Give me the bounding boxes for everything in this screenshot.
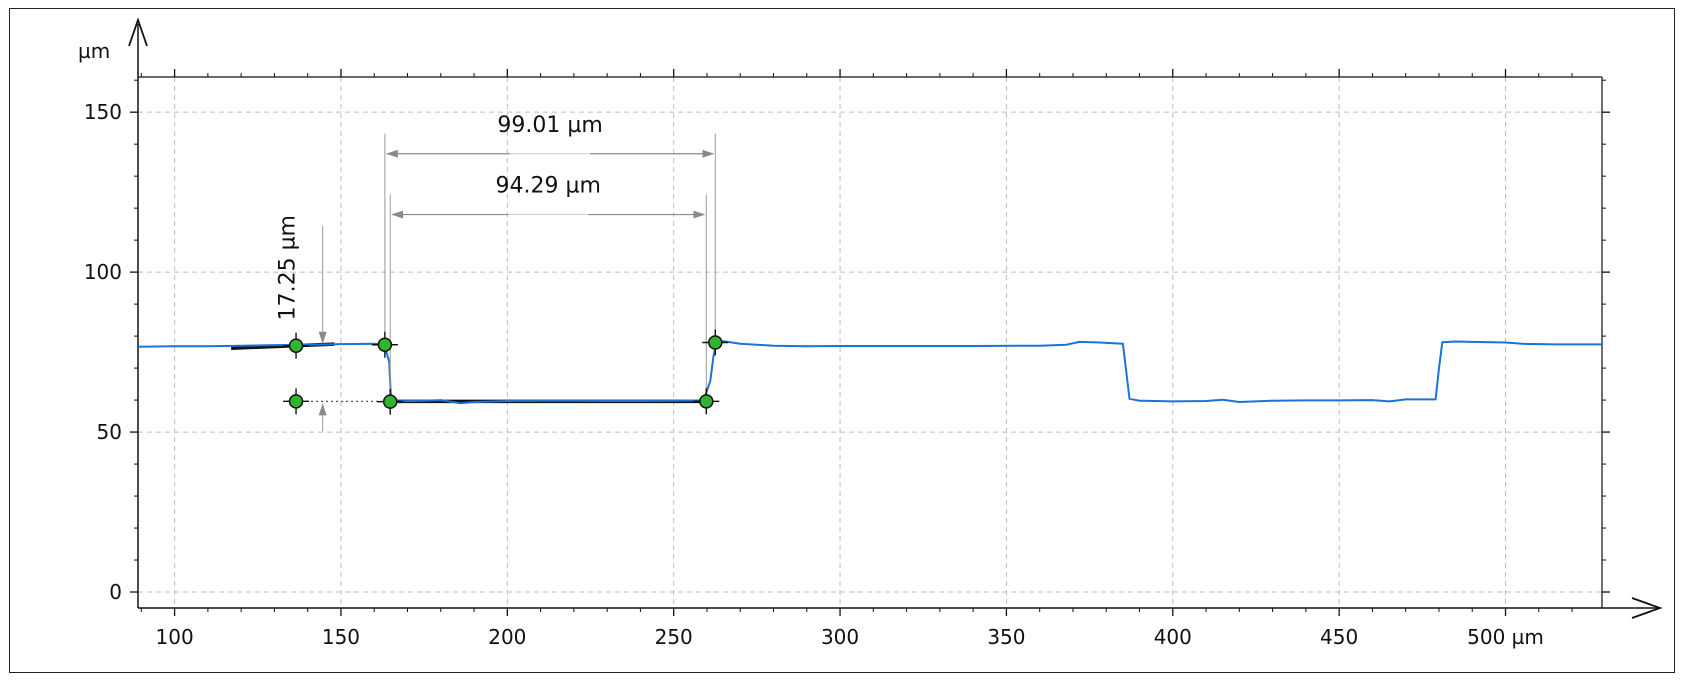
x-tick-label: 450 (1320, 625, 1358, 649)
x-axis-arrow-icon (1631, 597, 1663, 619)
x-tick-label: 350 (987, 625, 1025, 649)
x-tick-label: 300 (821, 625, 859, 649)
y-axis-unit-label: µm (78, 39, 110, 63)
markers (283, 329, 729, 415)
measurement-marker (371, 331, 398, 358)
measurement-marker (283, 332, 310, 359)
marker-dot (699, 394, 714, 409)
y-tick-label: 50 (97, 420, 122, 444)
x-tick-label: 100 (156, 625, 194, 649)
measurement-label-vertical: 17.25 µm (276, 215, 301, 320)
series-layer (137, 340, 1602, 405)
ticks (130, 69, 1610, 616)
measurement-marker (377, 388, 404, 415)
x-tick-label: 200 (488, 625, 526, 649)
marker-dot (382, 394, 398, 409)
measurement-marker (702, 329, 729, 356)
axes: µm (78, 17, 1663, 619)
y-axis-arrow-icon (128, 17, 148, 47)
profile-series-line (137, 340, 1602, 405)
x-tick-label: 500 µm (1467, 625, 1544, 649)
y-tick-label: 100 (84, 260, 122, 284)
measurement-marker (283, 388, 310, 415)
tick-labels: 100 150 200 250 300 350 400 450 500 µm 0 50 100 150 (84, 100, 1544, 649)
x-tick-label: 250 (655, 625, 693, 649)
x-tick-label: 150 (322, 625, 360, 649)
marker-dot (708, 335, 723, 350)
marker-dot (377, 337, 393, 352)
y-tick-label: 150 (84, 100, 122, 124)
x-tick-label: 400 (1154, 625, 1192, 649)
grid (138, 77, 1602, 608)
measurement-marker (693, 388, 720, 415)
measurement-label: 94.29 µm (496, 174, 601, 199)
measurements: 99.01 µm 94.29 µm 17.25 µm (276, 113, 716, 432)
chart-frame (9, 8, 1675, 673)
marker-dot (288, 394, 304, 409)
fit-lines (231, 342, 704, 404)
marker-dot (288, 338, 304, 353)
y-tick-label: 0 (109, 580, 122, 604)
measurement-label: 99.01 µm (497, 113, 602, 138)
